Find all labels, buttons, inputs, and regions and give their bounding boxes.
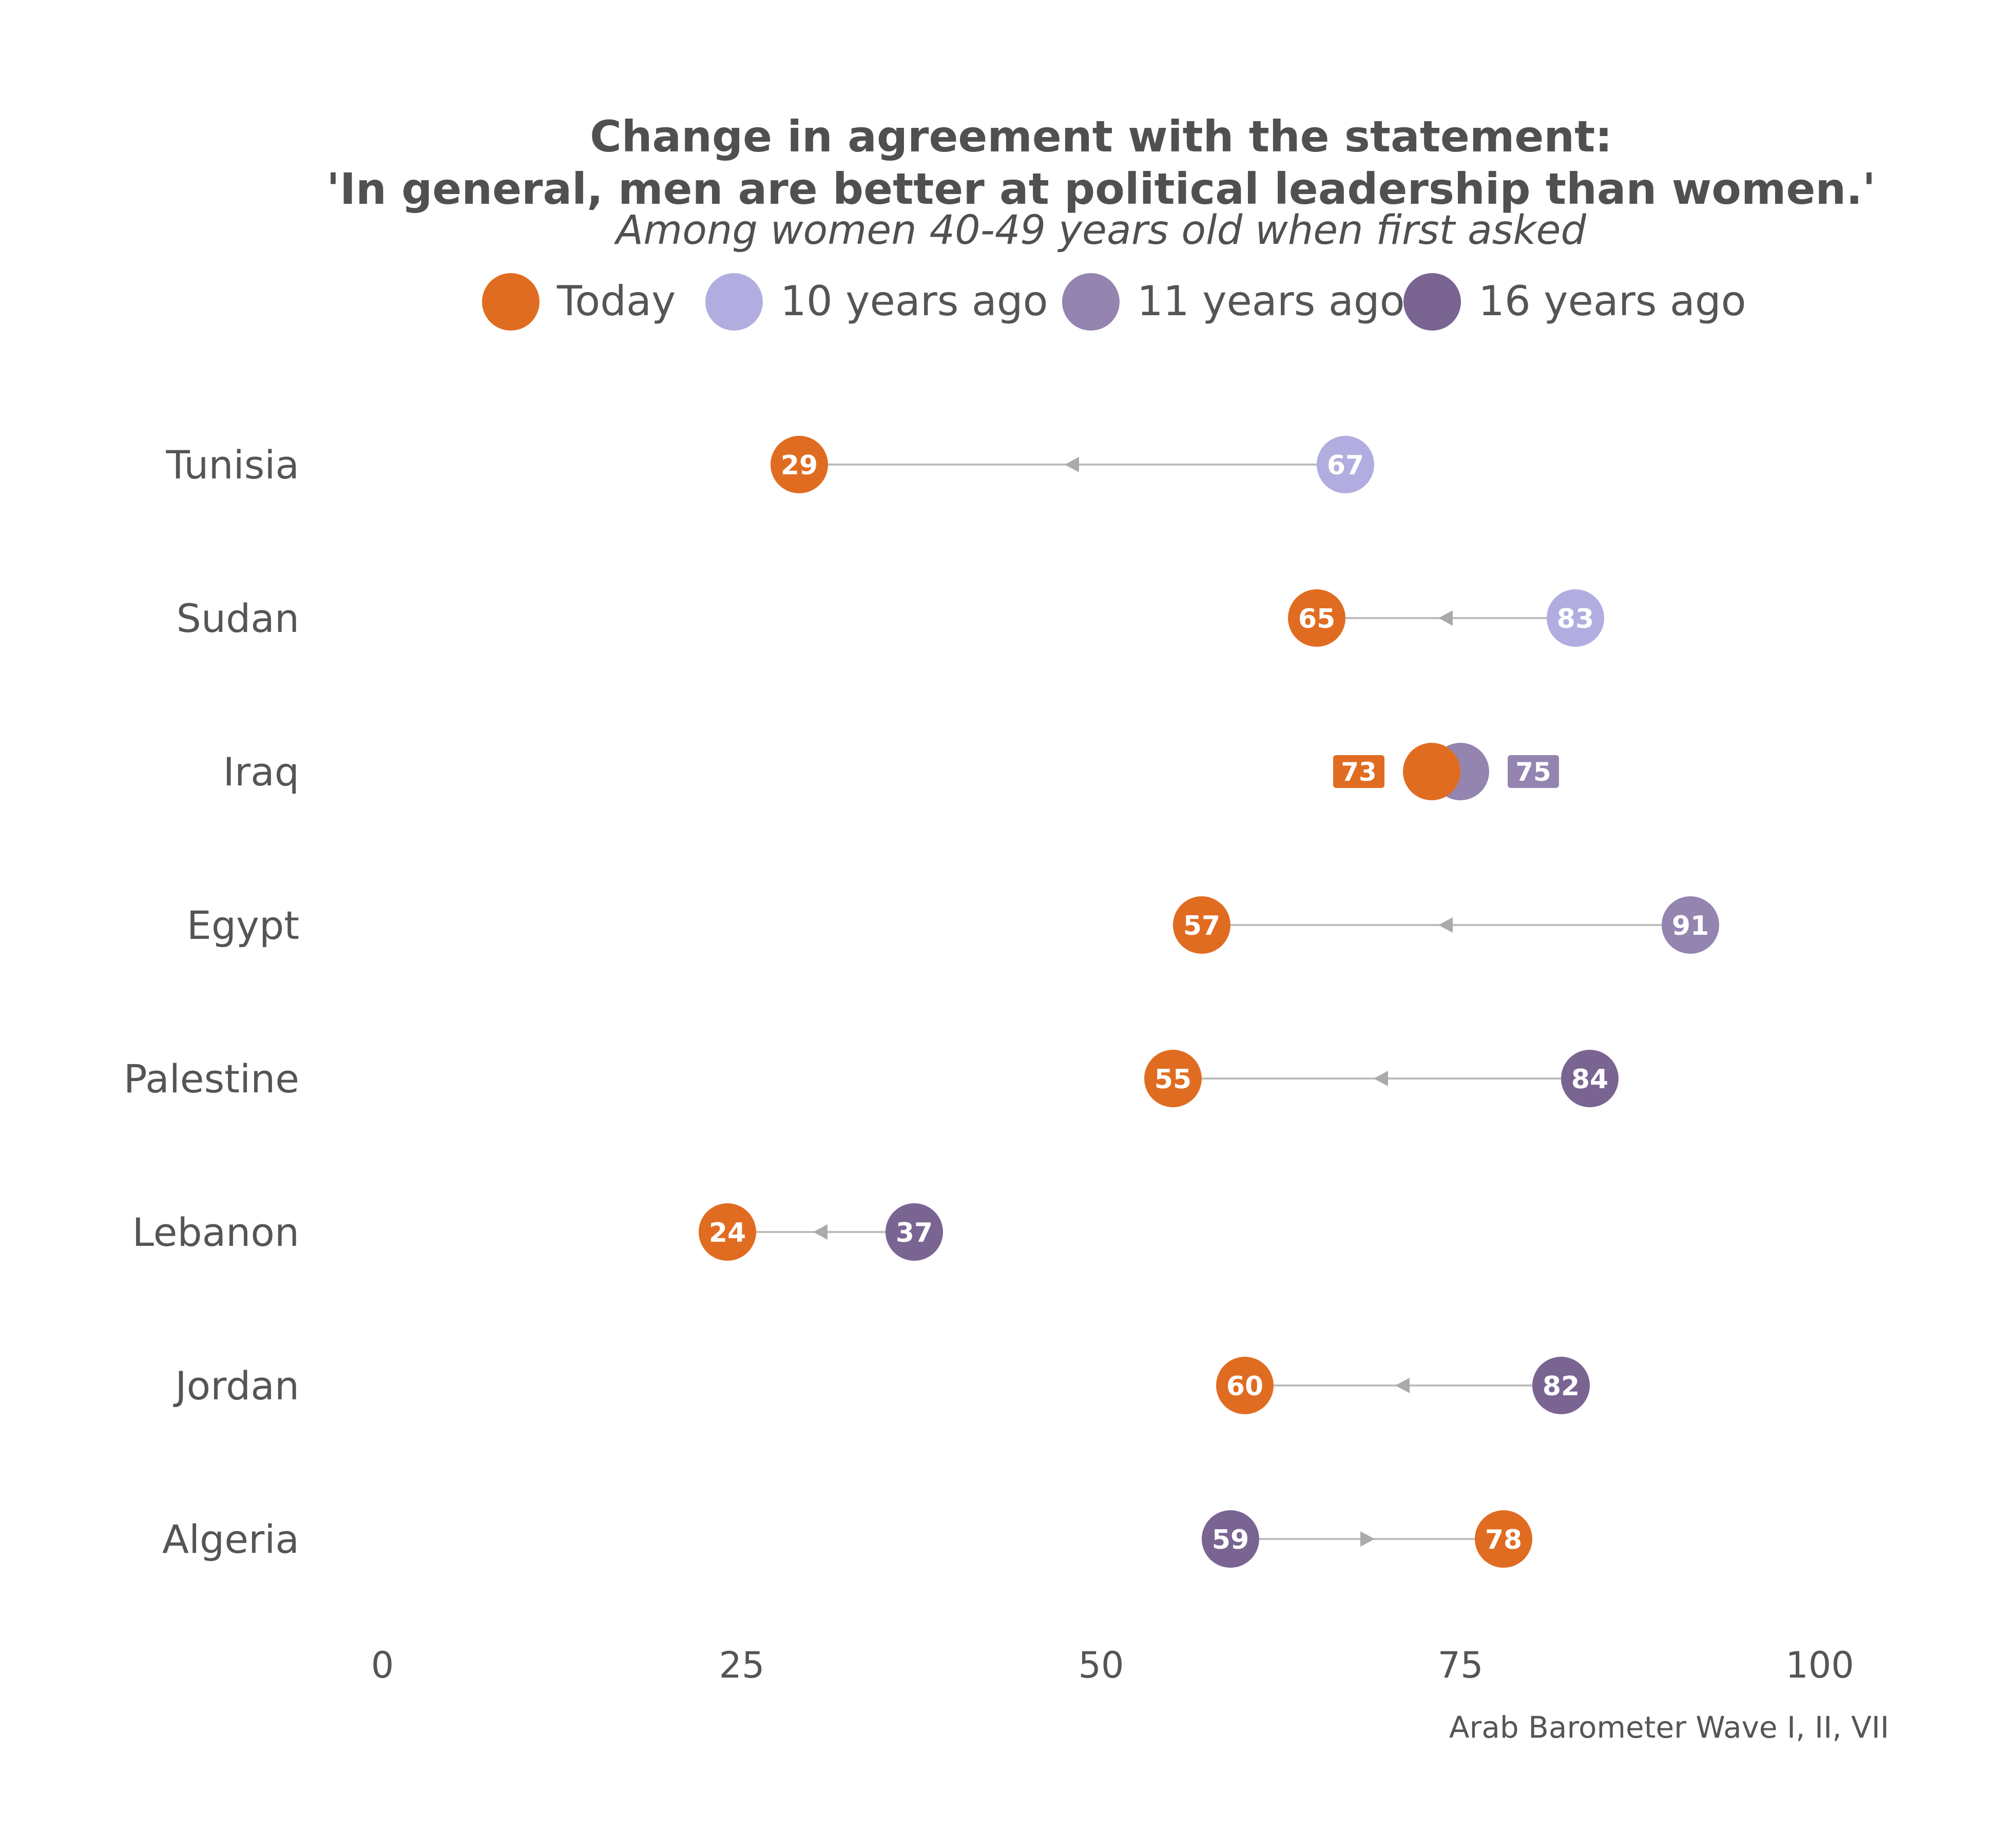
row-lebanon: Lebanon 37 24 [132, 1203, 943, 1261]
legend-swatch [1403, 273, 1461, 331]
past-value-label: 67 [1327, 450, 1364, 481]
legend-label: 16 years ago [1478, 277, 1746, 325]
past-point [886, 1203, 943, 1261]
legend-label: Today [556, 277, 676, 325]
past-point [1202, 1510, 1259, 1568]
row-palestine: Palestine 84 55 [124, 1050, 1619, 1107]
past-value-label: 91 [1672, 911, 1709, 941]
row-jordan: Jordan 82 60 [173, 1357, 1590, 1414]
past-value-label: 83 [1557, 604, 1594, 634]
today-value-label: 29 [781, 450, 818, 481]
direction-arrow [1438, 917, 1453, 933]
x-axis: 0 25 50 75 100 [371, 1644, 1854, 1686]
source-caption: Arab Barometer Wave I, II, VII [1449, 1710, 1889, 1745]
chart-title-line: Change in agreement with the statement: [590, 111, 1612, 162]
legend-swatch [705, 273, 763, 331]
past-point [1561, 1050, 1619, 1107]
today-label-box [1333, 755, 1384, 788]
today-point [1288, 589, 1345, 647]
past-value-label: 84 [1571, 1064, 1608, 1095]
past-point [1547, 589, 1604, 647]
past-point [1662, 896, 1719, 954]
past-value-label: 75 [1515, 757, 1551, 787]
legend-item-today: Today [482, 273, 676, 331]
row-sudan: Sudan 83 65 [177, 589, 1604, 647]
legend: Today 10 years ago 11 years ago 16 years ag… [482, 273, 1746, 331]
x-tick-label: 0 [371, 1644, 394, 1686]
chart-title-line: 'In general, men are better at political… [326, 164, 1876, 214]
direction-arrow [1065, 457, 1079, 472]
today-value-label: 24 [709, 1218, 746, 1248]
category-label: Egypt [187, 902, 299, 948]
row-iraq: Iraq 73 75 [223, 743, 1559, 800]
direction-arrow [1438, 610, 1453, 626]
today-value-label: 73 [1341, 757, 1377, 787]
row-algeria: Algeria 59 78 [162, 1510, 1532, 1568]
legend-item-y16: 16 years ago [1403, 273, 1746, 331]
direction-arrow [1360, 1531, 1375, 1547]
past-value-label: 59 [1212, 1525, 1249, 1555]
today-point [1475, 1510, 1532, 1568]
plot-rows: Tunisia 67 29 Sudan 83 65 Iraq 73 75 Egypt 91 57 Pal… [124, 436, 1719, 1568]
today-point [1216, 1357, 1274, 1414]
today-point [771, 436, 828, 493]
today-value-label: 78 [1485, 1525, 1522, 1555]
direction-arrow [1374, 1071, 1388, 1086]
legend-label: 11 years ago [1137, 277, 1405, 325]
today-point [1403, 743, 1460, 800]
row-egypt: Egypt 91 57 [187, 896, 1719, 954]
x-tick-label: 100 [1785, 1644, 1854, 1686]
today-value-label: 65 [1298, 604, 1335, 634]
today-value-label: 60 [1226, 1371, 1263, 1402]
x-tick-label: 75 [1437, 1644, 1483, 1686]
legend-swatch [482, 273, 540, 331]
legend-label: 10 years ago [780, 277, 1048, 325]
category-label: Lebanon [132, 1209, 299, 1255]
past-value-label: 82 [1543, 1371, 1580, 1402]
direction-arrow [813, 1224, 827, 1240]
x-tick-label: 50 [1078, 1644, 1124, 1686]
today-value-label: 55 [1154, 1064, 1191, 1095]
today-value-label: 57 [1183, 911, 1220, 941]
today-point [1173, 896, 1230, 954]
past-point [1532, 1357, 1590, 1414]
chart-title: Change in agreement with the statement:'… [326, 111, 1876, 214]
legend-swatch [1062, 273, 1120, 331]
direction-arrow [1395, 1378, 1410, 1393]
category-label: Iraq [223, 749, 299, 795]
past-point [1317, 436, 1374, 493]
today-point [699, 1203, 756, 1261]
category-label: Jordan [173, 1363, 299, 1409]
legend-item-y11: 11 years ago [1062, 273, 1405, 331]
row-tunisia: Tunisia 67 29 [165, 436, 1374, 493]
past-label-box [1508, 755, 1559, 788]
category-label: Palestine [124, 1056, 299, 1102]
category-label: Tunisia [165, 442, 299, 488]
chart-subtitle: Among women 40-49 years old when first a… [613, 207, 1587, 254]
category-label: Algeria [162, 1516, 299, 1562]
x-tick-label: 25 [719, 1644, 764, 1686]
past-value-label: 37 [896, 1218, 933, 1248]
category-label: Sudan [177, 595, 299, 641]
legend-item-y10: 10 years ago [705, 273, 1048, 331]
today-point [1144, 1050, 1202, 1107]
